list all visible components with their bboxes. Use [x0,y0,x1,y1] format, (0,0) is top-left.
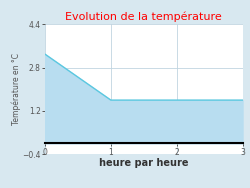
Y-axis label: Température en °C: Température en °C [12,53,21,125]
X-axis label: heure par heure: heure par heure [99,158,188,168]
Title: Evolution de la température: Evolution de la température [66,12,222,22]
